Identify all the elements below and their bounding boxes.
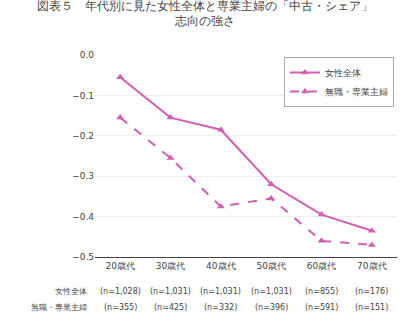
svg-text:(n=425): (n=425)	[154, 303, 187, 312]
svg-text:−0.3: −0.3	[72, 171, 94, 181]
svg-text:20歳代: 20歳代	[105, 261, 134, 271]
svg-text:70歳代: 70歳代	[357, 261, 386, 271]
svg-text:(n=1,031): (n=1,031)	[200, 287, 241, 296]
svg-text:図表５ 年代別に見た女性全体と専業主婦の「中古・シェア」志向: 図表５ 年代別に見た女性全体と専業主婦の「中古・シェア」志向の強さ	[37, 0, 373, 28]
svg-text:女性全体: 女性全体	[55, 287, 87, 296]
svg-text:(n=1,031): (n=1,031)	[150, 287, 191, 296]
svg-text:(n=151): (n=151)	[355, 303, 388, 312]
svg-text:60歳代: 60歳代	[307, 261, 336, 271]
svg-text:50歳代: 50歳代	[256, 261, 285, 271]
svg-text:30歳代: 30歳代	[156, 261, 185, 271]
svg-text:無職・専業主婦: 無職・専業主婦	[31, 303, 87, 312]
svg-text:(n=355): (n=355)	[104, 303, 137, 312]
svg-text:(n=1,028): (n=1,028)	[100, 287, 141, 296]
svg-text:(n=332): (n=332)	[204, 303, 237, 312]
svg-text:40歳代: 40歳代	[206, 261, 235, 271]
svg-text:−0.1: −0.1	[72, 91, 94, 101]
svg-text:(n=591): (n=591)	[305, 303, 338, 312]
svg-text:0.0: 0.0	[80, 50, 95, 60]
svg-text:−0.4: −0.4	[72, 212, 94, 222]
svg-text:(n=176): (n=176)	[355, 287, 388, 296]
svg-text:無職・専業主婦: 無職・専業主婦	[325, 87, 388, 97]
svg-text:女性全体: 女性全体	[325, 68, 361, 78]
svg-text:(n=1,031): (n=1,031)	[251, 287, 292, 296]
svg-text:(n=396): (n=396)	[255, 303, 288, 312]
svg-text:−0.2: −0.2	[72, 131, 94, 141]
svg-text:(n=855): (n=855)	[305, 287, 338, 296]
svg-text:−0.5: −0.5	[72, 252, 94, 262]
